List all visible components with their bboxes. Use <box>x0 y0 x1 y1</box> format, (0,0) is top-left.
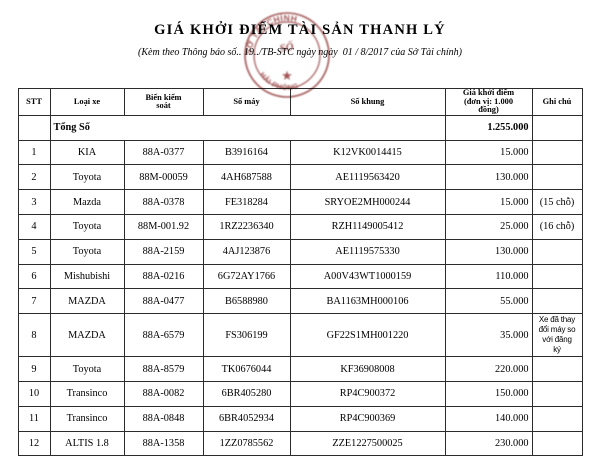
svg-text:SỐ: SỐ <box>279 40 295 55</box>
svg-text:HẢI PHÒNG: HẢI PHÒNG <box>258 70 300 92</box>
svg-text:★: ★ <box>281 68 293 83</box>
